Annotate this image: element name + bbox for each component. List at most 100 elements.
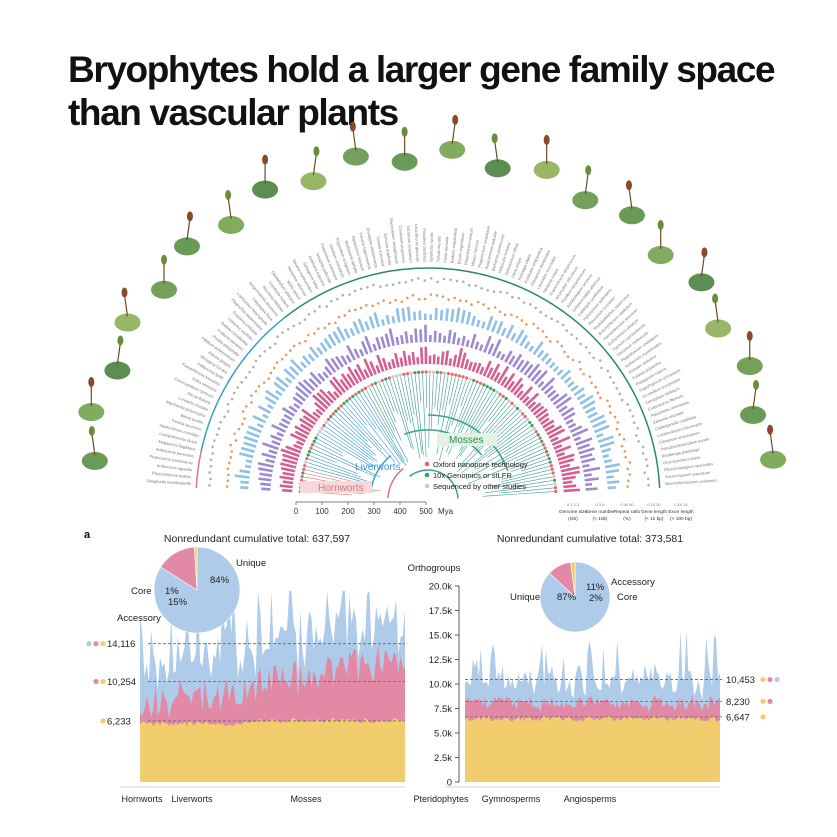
ring-bar — [560, 369, 572, 380]
panel-title: Nonredundant cumulative total: 373,581 — [497, 533, 683, 545]
tree-branch — [487, 426, 531, 458]
ring-dot — [208, 484, 211, 487]
tree-node-arc — [409, 469, 459, 499]
ring-scale-label: 0 10 14 — [674, 502, 688, 507]
moss-tuft-icon — [533, 160, 560, 179]
ring-bar — [514, 329, 525, 344]
sequencing-dot — [360, 388, 364, 392]
ring-bar — [491, 339, 502, 357]
ring-bar — [316, 392, 332, 407]
moss-capsule-icon — [491, 133, 498, 144]
ring-bar — [487, 343, 495, 355]
ring-bar — [587, 411, 598, 419]
moss-capsule-icon — [186, 211, 193, 222]
page-title: Bryophytes hold a larger gene family spa… — [68, 49, 776, 133]
ring-dot — [525, 323, 528, 326]
sequencing-dot — [303, 464, 307, 468]
ring-bar — [486, 315, 494, 331]
species-label: Ceratodon purpureus — [398, 225, 407, 263]
ring-bar — [312, 394, 329, 410]
ring-dot — [330, 299, 333, 303]
sequencing-dot — [552, 475, 556, 479]
ring-bar — [309, 371, 322, 385]
tree-branch — [497, 429, 533, 454]
ring-track — [225, 293, 632, 488]
ring-dot — [529, 303, 532, 306]
moss-illustration-icon — [342, 121, 369, 166]
ring-bar — [510, 377, 523, 394]
sequencing-dot — [518, 409, 522, 413]
ring-scale-label: 0 1 2 3 — [567, 502, 580, 507]
moss-tuft-icon — [81, 451, 108, 470]
moss-illustration-icon — [484, 133, 511, 178]
ring-bar — [363, 358, 374, 377]
ring-dot — [217, 427, 221, 430]
ring-dot — [480, 286, 483, 290]
tree-branch — [350, 400, 401, 465]
reference-dot — [100, 678, 106, 685]
species-label: Phaeoceros carolinianus — [149, 454, 193, 466]
ring-dot — [376, 302, 380, 305]
moss-tuft-icon — [114, 313, 141, 332]
moss-tuft-icon — [300, 172, 327, 191]
sequencing-dot — [331, 412, 335, 416]
ring-bar — [239, 452, 254, 459]
sequencing-markers — [298, 370, 558, 494]
ring-dot — [532, 322, 535, 326]
sequencing-dot — [305, 456, 309, 461]
ring-bar — [527, 363, 541, 379]
pie-slice — [193, 546, 198, 591]
sequencing-dot — [515, 406, 520, 411]
ring-bar — [313, 401, 326, 413]
ring-dot — [411, 293, 415, 297]
ring-dot — [241, 410, 245, 413]
tree-branch — [327, 423, 378, 462]
sequencing-dot — [532, 426, 536, 431]
tree-branch — [386, 380, 399, 414]
sequencing-dot — [314, 436, 318, 440]
ring-dot — [211, 445, 214, 449]
ring-bar — [513, 383, 524, 396]
ring-dot — [442, 277, 446, 281]
sequencing-dot — [551, 471, 555, 475]
tree-branch — [471, 423, 529, 467]
reference-dot — [100, 718, 106, 724]
reference-value: 6,233 — [107, 716, 131, 727]
ring-dot — [615, 387, 619, 390]
pie-value: 11% — [586, 582, 605, 593]
ring-dot — [226, 402, 230, 406]
moss-illustration-icon — [705, 293, 732, 338]
ring-bar — [536, 349, 545, 359]
ring-dot — [365, 303, 368, 307]
ring-bar — [307, 353, 315, 362]
ring-bar — [380, 336, 386, 349]
sequencing-dot — [544, 449, 549, 454]
ring-dot — [520, 319, 524, 322]
ring-bar — [579, 453, 593, 459]
ring-dot — [379, 285, 382, 288]
ring-dot — [578, 360, 581, 364]
moss-seta-icon — [714, 300, 719, 323]
group-label-hornworts: Hornworts — [318, 483, 364, 494]
ring-bar — [537, 380, 545, 388]
ring-dot — [620, 444, 624, 448]
sequencing-dot — [387, 376, 391, 380]
reference-value: 6,647 — [726, 712, 750, 723]
ring-bar — [243, 441, 257, 448]
tree-node-arc — [427, 414, 509, 472]
ring-bar — [243, 435, 259, 443]
core-area — [465, 715, 720, 782]
ring-dot — [325, 305, 329, 308]
ring-dot — [385, 284, 389, 287]
ring-bar — [500, 353, 506, 361]
moss-tuft-icon — [342, 147, 369, 166]
moss-illustration-icon — [151, 254, 178, 299]
ring-bar — [388, 328, 395, 347]
ring-dot — [588, 351, 591, 355]
ring-track — [208, 276, 650, 487]
tree-branch — [393, 378, 414, 450]
tree-branch — [501, 465, 550, 480]
ring-dot — [631, 414, 635, 418]
pie-category-label: Core — [131, 586, 152, 597]
ring-bar — [519, 334, 528, 347]
